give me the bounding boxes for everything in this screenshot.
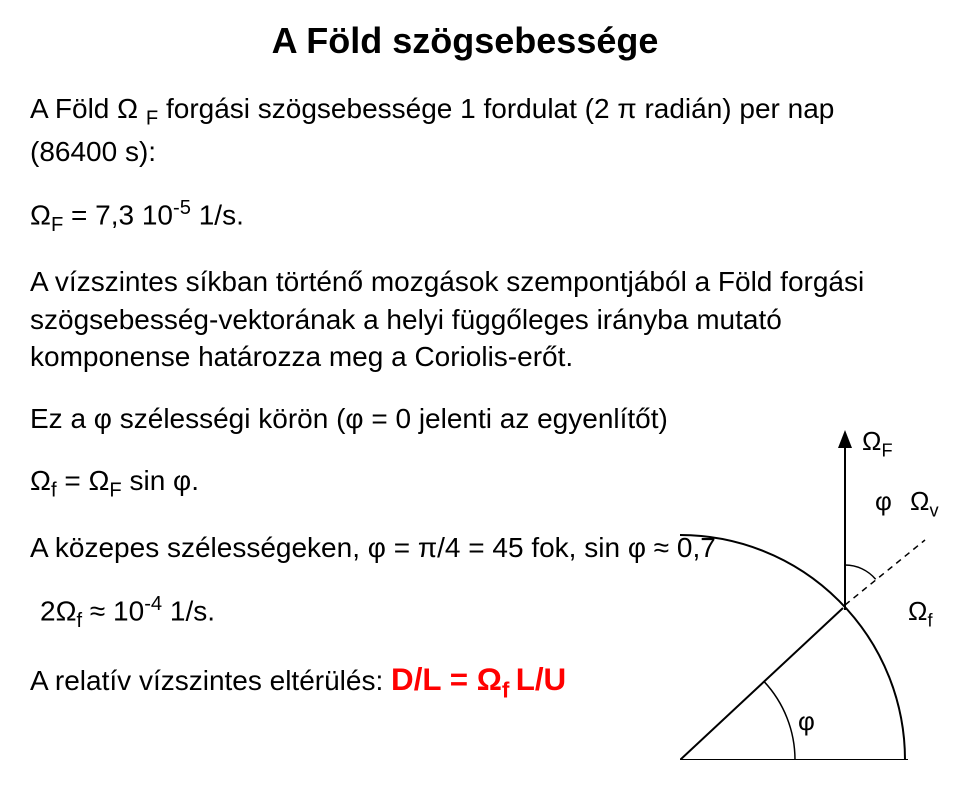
t: 2Ω (40, 595, 77, 626)
svg-text:Ωv: Ωv (910, 486, 939, 521)
t: 1/s. (191, 199, 244, 230)
svg-text:φ: φ (798, 706, 815, 736)
t: F (146, 108, 158, 130)
t: -5 (173, 197, 191, 219)
page-title: A Föld szögsebessége (30, 20, 900, 62)
intro-line: A Föld Ω F forgási szögsebessége 1 fordu… (30, 90, 900, 171)
explain-para: A vízszintes síkban történő mozgások sze… (30, 263, 900, 376)
t: D/L = Ω (391, 662, 502, 697)
svg-text:ΩF: ΩF (862, 430, 893, 461)
t: ≈ 10 (82, 595, 144, 626)
t: Ω (30, 199, 51, 230)
t: -4 (144, 593, 162, 615)
t: = Ω (57, 465, 110, 496)
t: L/U (516, 662, 567, 697)
t: Ω (30, 465, 51, 496)
formula-red: D/L = Ωf L/U (391, 662, 566, 697)
t: = 7,3 10 (63, 199, 173, 230)
t: F (109, 480, 121, 502)
slide-page: A Föld szögsebessége A Föld Ω F forgási … (0, 0, 960, 788)
svg-text:φ: φ (875, 486, 892, 516)
t: sin φ. (122, 465, 199, 496)
t: F (51, 214, 63, 236)
svg-text:Ωf: Ωf (908, 596, 933, 631)
t: f (502, 677, 516, 702)
t: 1/s. (162, 595, 215, 626)
earth-diagram: ΩF φ Ωv Ωf φ (680, 430, 940, 760)
t: A relatív vízszintes eltérülés: (30, 665, 391, 696)
omega-value: ΩF = 7,3 10-5 1/s. (30, 195, 900, 239)
t: A Föld Ω (30, 93, 146, 124)
